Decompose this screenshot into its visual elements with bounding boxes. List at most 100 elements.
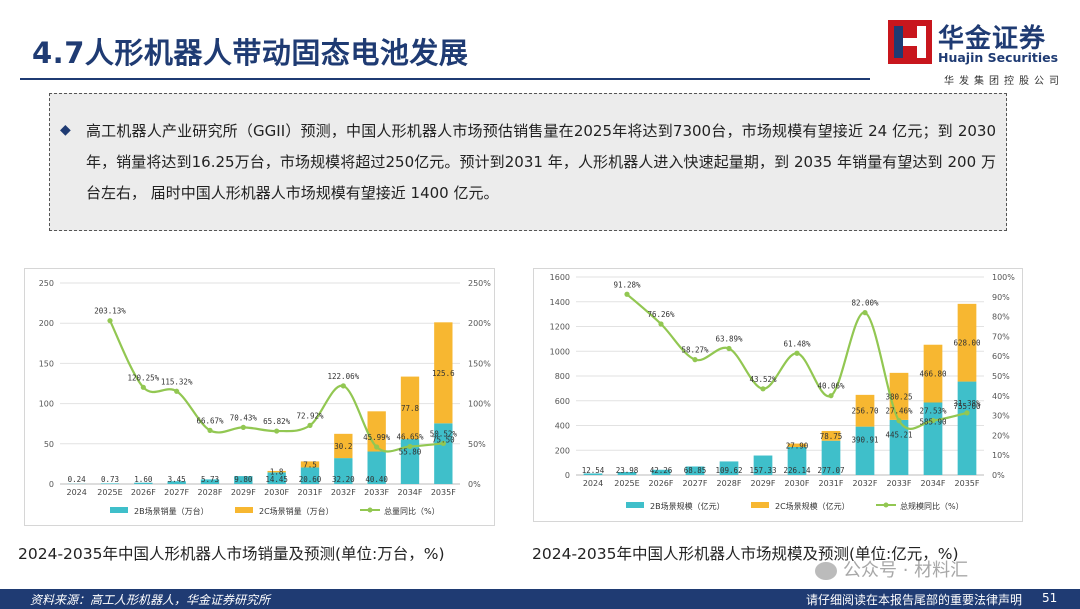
- right-axis-tick: 30%: [992, 412, 1010, 421]
- bar-2c: [821, 430, 841, 441]
- bar-2c-label: 125.6: [432, 369, 455, 378]
- bar-2c-label: 30.2: [334, 442, 352, 451]
- legend-label: 2B场景销量（万台）: [134, 506, 209, 516]
- left-axis-tick: 0: [49, 480, 54, 489]
- left-axis-tick: 0: [565, 471, 570, 480]
- growth-line: [626, 293, 968, 430]
- x-axis-tick: 2034F: [398, 488, 423, 497]
- x-axis-tick: 2030F: [785, 479, 810, 488]
- growth-label: 58.27%: [681, 346, 709, 355]
- diamond-bullet-icon: ◆: [60, 122, 71, 138]
- x-axis-tick: 2032F: [853, 479, 878, 488]
- growth-label: 72.92%: [296, 411, 324, 420]
- bar-2c-label: 78.75: [820, 432, 843, 441]
- bar-2c: [957, 303, 977, 382]
- bar-2b-label: 68.85: [684, 466, 707, 475]
- x-axis-tick: 2031F: [819, 479, 844, 488]
- right-axis-tick: 150%: [468, 359, 491, 368]
- bar-2b: [434, 423, 453, 484]
- x-axis-tick: 2024: [66, 488, 86, 497]
- growth-label: 91.28%: [613, 280, 641, 289]
- bar-2b-label: 3.45: [168, 475, 186, 484]
- bar-2b: [300, 467, 320, 484]
- legend-label: 2C场景销量（万台）: [259, 506, 334, 516]
- bar-2c: [300, 461, 320, 468]
- left-axis-tick: 150: [39, 359, 54, 368]
- growth-point: [624, 291, 630, 297]
- left-axis-tick: 400: [555, 422, 570, 431]
- left-axis-tick: 800: [555, 372, 570, 381]
- bar-2c: [855, 394, 875, 427]
- right-axis-tick: 50%: [468, 440, 486, 449]
- right-axis-tick: 0%: [992, 471, 1005, 480]
- growth-point: [107, 318, 113, 324]
- x-axis-tick: 2025E: [614, 479, 639, 488]
- bar-2b: [200, 479, 220, 484]
- bar-2b: [134, 482, 153, 484]
- bar-2b: [889, 419, 909, 475]
- x-axis-tick: 2033F: [364, 488, 389, 497]
- legend-swatch: [626, 502, 644, 508]
- growth-point: [307, 422, 313, 428]
- growth-label: 115.32%: [161, 377, 193, 386]
- growth-label: 27.53%: [919, 406, 947, 415]
- legend-label: 2B场景规模（亿元）: [650, 501, 725, 511]
- growth-point: [440, 440, 446, 446]
- growth-label: 61.48%: [783, 339, 811, 348]
- bar-2c-label: 27.90: [786, 441, 809, 450]
- bar-2b-label: 42.26: [650, 466, 673, 475]
- bar-2b-label: 40.40: [365, 475, 388, 484]
- right-axis-tick: 100%: [468, 400, 491, 409]
- bar-2b: [787, 447, 807, 475]
- growth-label: 120.25%: [128, 373, 160, 382]
- bar-2b-label: 0.24: [68, 475, 87, 484]
- x-axis-tick: 2027F: [164, 488, 189, 497]
- growth-point: [207, 427, 213, 433]
- left-axis-tick: 100: [39, 400, 54, 409]
- bar-2c-label: 466.80: [919, 370, 947, 379]
- company-logo: 华金证券 Huajin Securities 华发集团控股公司: [888, 18, 1068, 88]
- x-axis-tick: 2035F: [955, 479, 980, 488]
- bar-2b: [167, 481, 186, 484]
- bar-2c-label: 7.5: [303, 460, 317, 469]
- bar-2b: [367, 451, 386, 484]
- bar-2b-label: 109.62: [715, 466, 742, 475]
- x-axis-tick: 2031F: [298, 488, 323, 497]
- bar-2b-label: 445.21: [885, 431, 912, 440]
- growth-point: [930, 417, 936, 424]
- growth-point: [794, 350, 800, 356]
- right-axis-tick: 50%: [992, 372, 1010, 381]
- x-axis-tick: 2024: [583, 479, 603, 488]
- growth-label: 40.06%: [817, 382, 845, 391]
- x-axis-tick: 2030F: [264, 488, 289, 497]
- sales-volume-caption: 2024-2035年中国人形机器人市场销量及预测(单位:万台，%): [18, 545, 445, 563]
- right-axis-tick: 70%: [992, 332, 1010, 341]
- summary-text: 高工机器人产业研究所（GGII）预测，中国人形机器人市场预估销售量在2025年将…: [86, 122, 996, 202]
- right-axis-tick: 60%: [992, 352, 1010, 361]
- left-axis-tick: 1000: [550, 347, 570, 356]
- wechat-icon: [815, 562, 837, 580]
- bar-2b-label: 75.50: [432, 435, 455, 444]
- bar-2b: [719, 461, 739, 475]
- bar-2c: [400, 376, 420, 440]
- bar-2b: [855, 426, 875, 475]
- legal-notice: 请仔细阅读在本报告尾部的重要法律声明: [806, 593, 1023, 607]
- bar-2b: [334, 458, 353, 484]
- legend-swatch: [751, 502, 769, 508]
- market-size-chart-svg: 0 200 400 600 800 1000 1200 1400 1600 0% 10% 20% 30%…: [550, 273, 1016, 511]
- watermark: 公众号 · 材料汇: [815, 556, 968, 582]
- logo-subtitle: 华发集团控股公司: [944, 76, 1064, 87]
- growth-label: 82.00%: [851, 299, 879, 308]
- growth-point: [726, 345, 732, 352]
- x-axis-tick: 2032F: [331, 488, 356, 497]
- growth-label: 76.26%: [647, 310, 675, 319]
- growth-point: [896, 418, 902, 424]
- growth-label: 46.65%: [396, 432, 424, 441]
- growth-point: [760, 386, 766, 392]
- bar-2b: [583, 473, 603, 475]
- growth-point: [274, 428, 280, 434]
- bar-2c: [434, 322, 453, 424]
- bar-2b: [821, 440, 841, 475]
- bar-2b-label: 226.14: [783, 466, 811, 475]
- left-axis-tick: 200: [555, 446, 570, 455]
